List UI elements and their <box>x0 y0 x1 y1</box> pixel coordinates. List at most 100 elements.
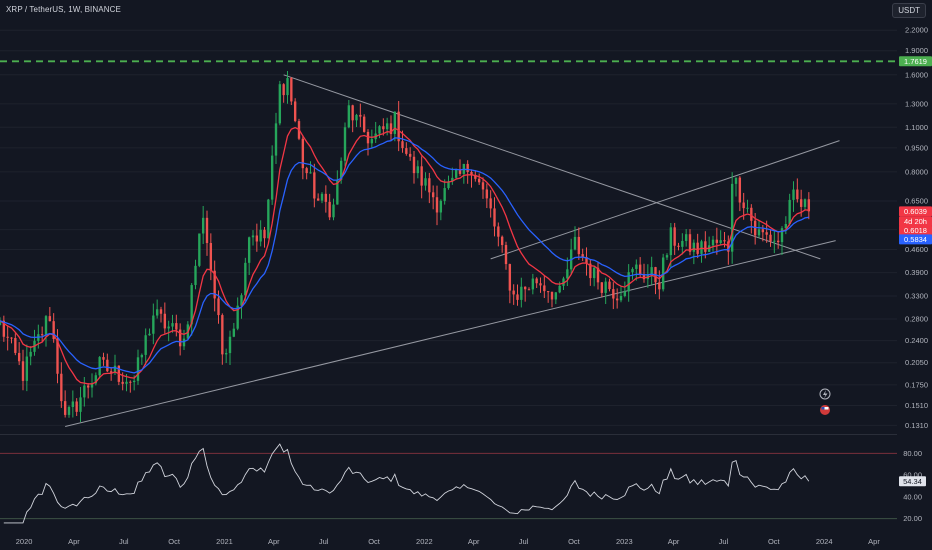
candle <box>355 114 358 121</box>
candle <box>673 227 676 246</box>
candle <box>619 295 623 301</box>
price-tick-label: 0.8000 <box>905 167 928 176</box>
candle <box>776 240 780 243</box>
candle <box>255 235 259 242</box>
time-tick-label: Oct <box>568 537 581 546</box>
candle <box>140 354 144 358</box>
price-tag-label: 0.5834 <box>904 235 927 244</box>
candle <box>761 229 765 233</box>
lightning-icon <box>819 388 831 400</box>
time-tick-label: 2023 <box>616 537 633 546</box>
candle <box>489 198 492 209</box>
price-tick-label: 0.2400 <box>905 336 928 345</box>
candle <box>240 295 243 306</box>
candle <box>232 328 236 337</box>
candle <box>152 315 155 334</box>
time-tick-label: 2020 <box>16 537 33 546</box>
candle <box>71 401 75 408</box>
candle <box>512 290 515 295</box>
candle <box>623 291 627 296</box>
candle <box>213 270 216 299</box>
candle <box>347 105 351 128</box>
candle <box>359 114 362 117</box>
candle <box>79 397 82 412</box>
candle <box>757 229 761 236</box>
candle <box>221 315 224 355</box>
time-tick-label: Oct <box>168 537 181 546</box>
candle <box>44 316 48 335</box>
candle <box>267 199 270 239</box>
candle <box>527 289 531 291</box>
candle <box>477 178 481 183</box>
trendline <box>490 140 840 260</box>
candle <box>175 323 178 330</box>
candle <box>270 155 274 200</box>
candle <box>102 357 105 360</box>
candle <box>688 234 692 252</box>
candle <box>259 229 262 242</box>
candle <box>274 123 278 156</box>
candle <box>638 264 642 275</box>
candle <box>182 338 186 347</box>
candle <box>129 381 132 383</box>
candle <box>543 285 546 292</box>
price-tick-label: 1.1000 <box>905 123 928 132</box>
candle <box>589 263 592 279</box>
candle <box>205 217 209 244</box>
candle <box>389 123 393 134</box>
candle <box>424 178 427 186</box>
candle <box>730 183 734 252</box>
candle <box>600 282 604 293</box>
price-tag: 0.6039 <box>899 206 932 217</box>
candle <box>393 111 397 134</box>
candle <box>167 326 170 329</box>
candle <box>148 333 151 336</box>
ema-line <box>0 126 809 385</box>
candle <box>807 199 811 212</box>
candle <box>658 282 661 290</box>
price-tick-label: 0.2800 <box>905 315 928 324</box>
candle <box>439 200 443 213</box>
rsi-pane <box>3 443 810 524</box>
flag-icon <box>820 405 830 415</box>
candle <box>642 274 646 280</box>
candle <box>328 201 331 218</box>
candle <box>742 202 745 209</box>
candle <box>497 226 500 237</box>
candle <box>10 337 13 339</box>
price-tick-label: 0.3300 <box>905 291 928 300</box>
candle <box>546 291 550 293</box>
candle <box>6 336 9 338</box>
candle <box>385 123 389 130</box>
candle <box>796 189 799 200</box>
candle <box>293 101 297 122</box>
price-tag-bg <box>899 216 932 227</box>
candle <box>86 385 90 388</box>
candle <box>163 313 167 329</box>
candle <box>677 245 680 247</box>
candle <box>144 335 147 355</box>
candle <box>715 239 719 243</box>
price-tag: 4d 20h <box>899 216 932 227</box>
currency-button[interactable]: USDT <box>892 3 926 18</box>
candle <box>132 380 136 383</box>
trendline <box>283 74 821 260</box>
candle <box>665 255 669 258</box>
candle <box>451 177 454 182</box>
candle <box>550 291 554 300</box>
price-tick-label: 1.3000 <box>905 99 928 108</box>
candle <box>343 127 347 161</box>
candle <box>106 359 109 372</box>
candle <box>305 168 308 174</box>
time-tick-label: Apr <box>668 537 680 546</box>
rsi-value-label: 54.34 <box>903 477 922 486</box>
candle <box>431 192 435 198</box>
candle <box>581 254 584 258</box>
candle <box>531 278 535 290</box>
time-tick-label: 2022 <box>416 537 433 546</box>
candle <box>397 111 400 142</box>
candle <box>25 356 29 381</box>
candle <box>493 208 496 227</box>
